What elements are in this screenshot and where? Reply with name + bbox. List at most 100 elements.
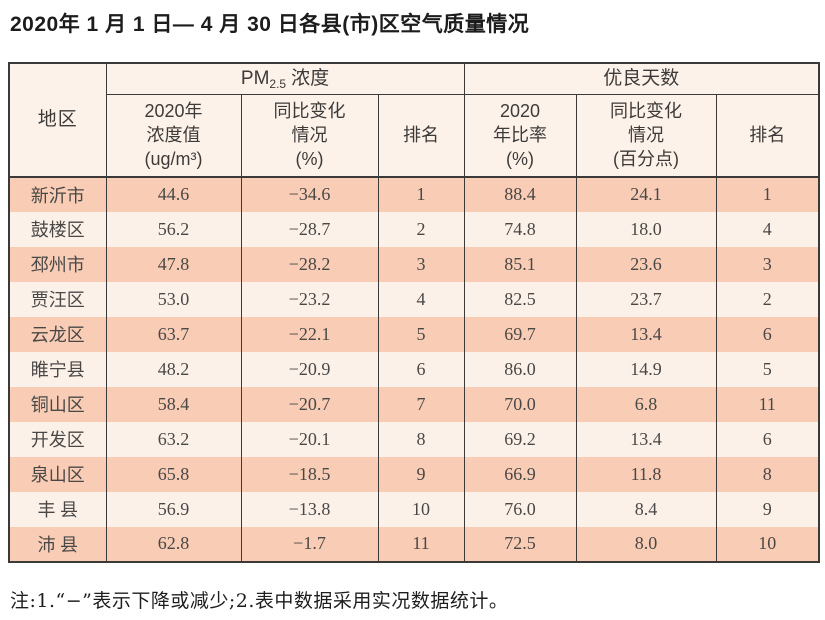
- gd-rate-cell: 69.2: [463, 421, 577, 457]
- gd-change-cell: 23.7: [575, 281, 717, 317]
- table-row: 睢宁县 48.2 −20.9 6 86.0 14.9 5: [8, 351, 820, 387]
- pm-value-cell: 48.2: [105, 351, 242, 387]
- pm25-label: PM2.5 浓度: [240, 68, 330, 92]
- gd-rank-cell: 3: [715, 246, 820, 282]
- header-gd-rank: 排名: [715, 94, 820, 178]
- table-row: 贾汪区 53.0 −23.2 4 82.5 23.7 2: [8, 281, 820, 317]
- gd-change-cell: 13.4: [575, 421, 717, 457]
- air-quality-table: 地区 PM2.5 浓度 优良天数 2020年 浓度值 (ug/m³) 同比变化 情…: [8, 62, 821, 563]
- region-cell: 铜山区: [8, 386, 107, 422]
- gd-change-cell: 18.0: [575, 211, 717, 247]
- gd-change-cell: 23.6: [575, 246, 717, 282]
- gd-rate-cell: 70.0: [463, 386, 577, 422]
- header-gd-change: 同比变化 情况 (百分点): [575, 94, 717, 178]
- pm-value-cell: 53.0: [105, 281, 242, 317]
- header-pm-rank: 排名: [377, 94, 465, 178]
- gd-rank-cell: 9: [715, 491, 820, 527]
- pm-change-cell: −20.1: [240, 421, 379, 457]
- pm-change-cell: −28.2: [240, 246, 379, 282]
- table-row: 新沂市 44.6 −34.6 1 88.4 24.1 1: [8, 176, 820, 212]
- gd-rank-cell: 11: [715, 386, 820, 422]
- table-row: 鼓楼区 56.2 −28.7 2 74.8 18.0 4: [8, 211, 820, 247]
- footnote: 注:1.“−”表示下降或减少;2.表中数据采用实况数据统计。: [10, 589, 509, 612]
- pm-value-cell: 63.2: [105, 421, 242, 457]
- pm-value-cell: 47.8: [105, 246, 242, 282]
- header-pm-value: 2020年 浓度值 (ug/m³): [105, 94, 242, 178]
- pm25-suffix: 浓度: [291, 68, 330, 90]
- pm-value-cell: 58.4: [105, 386, 242, 422]
- pm-change-cell: −22.1: [240, 316, 379, 352]
- region-cell: 新沂市: [8, 176, 107, 212]
- page-title: 2020年 1 月 1 日— 4 月 30 日各县(市)区空气质量情况: [10, 13, 530, 36]
- gd-change-cell: 13.4: [575, 316, 717, 352]
- pm-change-cell: −18.5: [240, 456, 379, 492]
- table-header: 地区 PM2.5 浓度 优良天数 2020年 浓度值 (ug/m³) 同比变化 情…: [8, 62, 820, 178]
- gd-rank-cell: 1: [715, 176, 820, 212]
- gd-rank-cell: 6: [715, 421, 820, 457]
- gd-change-cell: 14.9: [575, 351, 717, 387]
- region-cell: 泉山区: [8, 456, 107, 492]
- pm-rank-cell: 5: [377, 316, 465, 352]
- gd-rate-cell: 72.5: [463, 526, 577, 562]
- gd-rate-cell: 85.1: [463, 246, 577, 282]
- region-cell: 沛 县: [8, 526, 107, 562]
- pm-rank-cell: 8: [377, 421, 465, 457]
- table-row: 云龙区 63.7 −22.1 5 69.7 13.4 6: [8, 316, 820, 352]
- region-cell: 丰 县: [8, 491, 107, 527]
- header-group-pm25: PM2.5 浓度: [105, 62, 465, 96]
- gd-rank-cell: 10: [715, 526, 820, 562]
- pm25-subscript: 2.5: [269, 77, 287, 92]
- pm-value-cell: 44.6: [105, 176, 242, 212]
- gd-rank-cell: 5: [715, 351, 820, 387]
- pm-rank-cell: 10: [377, 491, 465, 527]
- gd-change-cell: 8.0: [575, 526, 717, 562]
- gd-rank-cell: 8: [715, 456, 820, 492]
- gd-rate-cell: 76.0: [463, 491, 577, 527]
- pm-rank-cell: 3: [377, 246, 465, 282]
- region-cell: 开发区: [8, 421, 107, 457]
- header-group-gooddays: 优良天数: [463, 62, 820, 96]
- pm-change-cell: −1.7: [240, 526, 379, 562]
- pm-rank-cell: 7: [377, 386, 465, 422]
- pm-rank-cell: 4: [377, 281, 465, 317]
- table-row: 邳州市 47.8 −28.2 3 85.1 23.6 3: [8, 246, 820, 282]
- header-region: 地区: [8, 62, 107, 178]
- gd-change-cell: 24.1: [575, 176, 717, 212]
- table-row: 泉山区 65.8 −18.5 9 66.9 11.8 8: [8, 456, 820, 492]
- pm-value-cell: 62.8: [105, 526, 242, 562]
- region-cell: 鼓楼区: [8, 211, 107, 247]
- gd-rank-cell: 4: [715, 211, 820, 247]
- table-row: 丰 县 56.9 −13.8 10 76.0 8.4 9: [8, 491, 820, 527]
- region-cell: 云龙区: [8, 316, 107, 352]
- pm-rank-cell: 9: [377, 456, 465, 492]
- pm-value-cell: 56.2: [105, 211, 242, 247]
- header-gd-rate: 2020 年比率 (%): [463, 94, 577, 178]
- gd-rank-cell: 6: [715, 316, 820, 352]
- pm-rank-cell: 6: [377, 351, 465, 387]
- header-group-row: 地区 PM2.5 浓度 优良天数: [8, 62, 820, 178]
- gd-rank-cell: 2: [715, 281, 820, 317]
- pm-value-cell: 63.7: [105, 316, 242, 352]
- pm-change-cell: −13.8: [240, 491, 379, 527]
- pm-change-cell: −28.7: [240, 211, 379, 247]
- pm-value-cell: 65.8: [105, 456, 242, 492]
- pm-rank-cell: 11: [377, 526, 465, 562]
- table-row: 沛 县 62.8 −1.7 11 72.5 8.0 10: [8, 526, 820, 562]
- region-cell: 睢宁县: [8, 351, 107, 387]
- gd-rate-cell: 82.5: [463, 281, 577, 317]
- header-pm-change: 同比变化 情况 (%): [240, 94, 379, 178]
- pm-change-cell: −20.9: [240, 351, 379, 387]
- table-row: 开发区 63.2 −20.1 8 69.2 13.4 6: [8, 421, 820, 457]
- table-body: 新沂市 44.6 −34.6 1 88.4 24.1 1 鼓楼区 56.2 −2…: [8, 176, 820, 562]
- gd-change-cell: 6.8: [575, 386, 717, 422]
- pm25-prefix: PM: [240, 68, 270, 90]
- gd-rate-cell: 74.8: [463, 211, 577, 247]
- pm-change-cell: −23.2: [240, 281, 379, 317]
- gd-rate-cell: 88.4: [463, 176, 577, 212]
- pm-change-cell: −20.7: [240, 386, 379, 422]
- region-cell: 邳州市: [8, 246, 107, 282]
- pm-rank-cell: 2: [377, 211, 465, 247]
- gd-rate-cell: 86.0: [463, 351, 577, 387]
- pm-change-cell: −34.6: [240, 176, 379, 212]
